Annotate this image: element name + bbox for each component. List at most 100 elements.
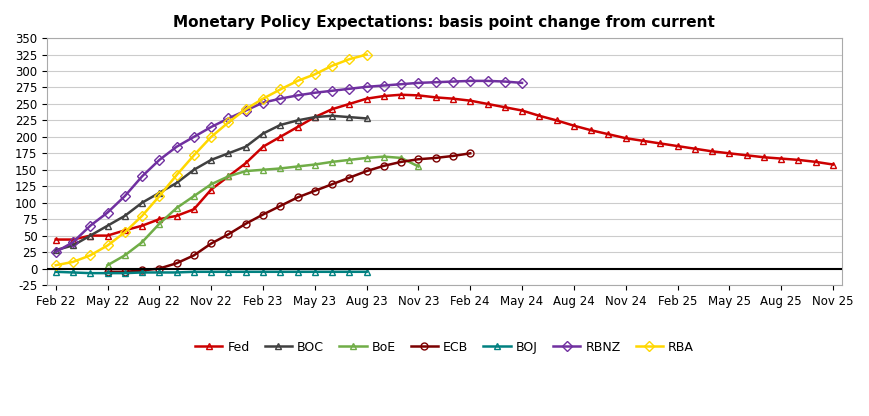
BOJ (154, 270, 164, 275)
Fed (344, 102, 355, 106)
Fed (171, 213, 182, 218)
RBA (189, 153, 199, 158)
BOC (189, 167, 199, 172)
BOJ (309, 269, 320, 274)
ECB (240, 221, 250, 226)
RBNZ (103, 210, 113, 215)
BOJ (240, 269, 250, 274)
RBNZ (257, 100, 268, 105)
RBNZ (154, 157, 164, 162)
Line: BOJ: BOJ (52, 268, 369, 277)
Fed (516, 108, 527, 113)
BOC (344, 115, 355, 120)
ECB (430, 156, 441, 161)
BOC (223, 151, 234, 156)
RBNZ (344, 86, 355, 91)
Fed (327, 107, 337, 112)
RBA (206, 134, 216, 139)
BOJ (68, 270, 78, 275)
Fed (689, 146, 700, 151)
BOJ (292, 269, 302, 274)
ECB (189, 253, 199, 258)
Title: Monetary Policy Expectations: basis point change from current: Monetary Policy Expectations: basis poin… (173, 15, 714, 30)
BOJ (171, 270, 182, 275)
ECB (154, 266, 164, 271)
ECB (171, 261, 182, 266)
Fed (602, 132, 613, 137)
RBNZ (223, 116, 234, 121)
BOC (136, 200, 147, 205)
BoE (119, 253, 129, 258)
RBNZ (378, 83, 388, 88)
RBA (309, 72, 320, 77)
Fed (206, 187, 216, 192)
Fed (551, 118, 561, 123)
RBNZ (189, 134, 199, 139)
Legend: Fed, BOC, BoE, ECB, BOJ, RBNZ, RBA: Fed, BOC, BoE, ECB, BOJ, RBNZ, RBA (189, 336, 698, 359)
BoE (171, 206, 182, 210)
Fed (620, 136, 630, 141)
RBA (240, 107, 250, 112)
ECB (309, 188, 320, 193)
RBNZ (171, 144, 182, 149)
ECB (275, 203, 285, 208)
Fed (50, 237, 61, 242)
RBNZ (68, 240, 78, 245)
BOJ (50, 269, 61, 274)
Line: RBNZ: RBNZ (52, 77, 525, 255)
RBA (154, 193, 164, 198)
RBNZ (465, 78, 475, 83)
Fed (585, 128, 595, 133)
BoE (154, 221, 164, 226)
Fed (189, 207, 199, 212)
ECB (413, 157, 423, 162)
RBNZ (309, 90, 320, 95)
RBNZ (327, 88, 337, 93)
BOJ (327, 269, 337, 274)
BOJ (223, 269, 234, 274)
ECB (119, 269, 129, 274)
BOJ (206, 269, 216, 274)
BOJ (257, 269, 268, 274)
BoE (309, 162, 320, 167)
Fed (430, 95, 441, 100)
BoE (292, 164, 302, 169)
Fed (654, 141, 665, 146)
Fed (85, 233, 96, 238)
Fed (775, 156, 786, 161)
ECB (136, 268, 147, 273)
BOC (275, 122, 285, 127)
BoE (344, 157, 355, 162)
Fed (637, 138, 647, 143)
ECB (465, 151, 475, 156)
BoE (395, 156, 406, 161)
BOJ (361, 269, 371, 274)
Fed (240, 161, 250, 166)
Fed (810, 159, 820, 164)
BOJ (103, 271, 113, 276)
Fed (568, 123, 579, 128)
Fed (119, 228, 129, 233)
RBA (50, 263, 61, 268)
Fed (154, 217, 164, 222)
BOC (292, 118, 302, 123)
ECB (223, 232, 234, 237)
RBNZ (292, 93, 302, 98)
BOJ (275, 269, 285, 274)
BoE (413, 164, 423, 169)
Line: BOC: BOC (52, 112, 369, 254)
BOJ (119, 271, 129, 276)
Fed (740, 153, 751, 158)
Line: BoE: BoE (104, 153, 421, 269)
RBNZ (448, 79, 458, 84)
RBNZ (275, 96, 285, 101)
BOC (257, 131, 268, 136)
BoE (275, 166, 285, 171)
BOC (68, 243, 78, 248)
Fed (413, 93, 423, 98)
RBA (327, 63, 337, 68)
Fed (723, 151, 733, 156)
RBNZ (430, 80, 441, 85)
ECB (395, 159, 406, 164)
RBA (361, 52, 371, 57)
